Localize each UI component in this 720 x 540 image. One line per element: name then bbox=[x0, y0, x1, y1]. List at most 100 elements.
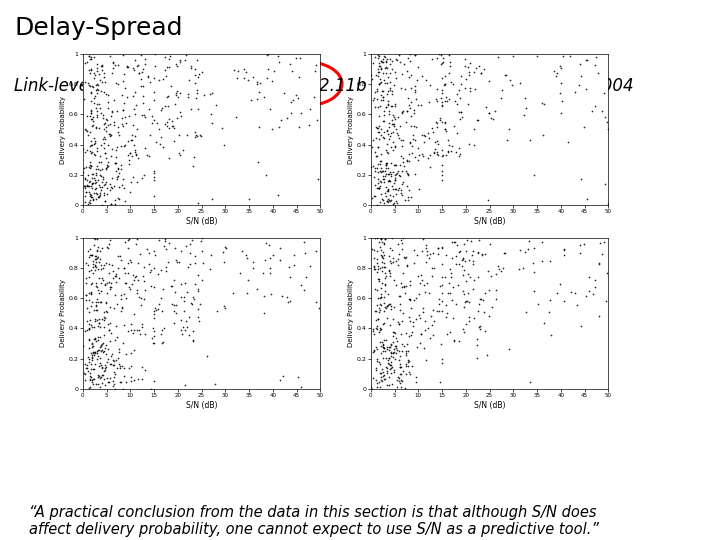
Point bbox=[83, 131, 94, 139]
Point bbox=[372, 54, 383, 63]
Point bbox=[80, 175, 91, 184]
Point bbox=[438, 57, 449, 66]
Point bbox=[374, 382, 385, 391]
Point bbox=[380, 57, 392, 65]
Point bbox=[528, 171, 540, 180]
Point bbox=[171, 309, 182, 318]
Point bbox=[390, 184, 401, 193]
Point bbox=[378, 251, 390, 260]
Point bbox=[92, 380, 104, 388]
Point bbox=[372, 314, 384, 323]
Point bbox=[125, 377, 137, 386]
Point bbox=[163, 51, 175, 60]
Point bbox=[504, 125, 516, 133]
Point bbox=[437, 54, 449, 63]
Point bbox=[462, 269, 473, 278]
Point bbox=[369, 164, 381, 172]
Point bbox=[163, 102, 174, 110]
Point bbox=[109, 380, 120, 389]
Point bbox=[522, 245, 534, 253]
Point bbox=[116, 90, 127, 99]
Point bbox=[436, 358, 448, 367]
X-axis label: S/N (dB): S/N (dB) bbox=[474, 217, 505, 226]
Point bbox=[97, 114, 109, 123]
Point bbox=[500, 71, 512, 79]
Point bbox=[187, 162, 199, 171]
Point bbox=[393, 134, 405, 143]
Point bbox=[381, 64, 392, 73]
Point bbox=[92, 253, 104, 261]
Point bbox=[122, 151, 133, 159]
Point bbox=[390, 160, 402, 169]
Point bbox=[400, 329, 412, 338]
Point bbox=[136, 174, 148, 183]
Point bbox=[583, 273, 595, 281]
Point bbox=[372, 152, 383, 160]
Point bbox=[480, 250, 491, 259]
Point bbox=[597, 250, 608, 259]
Point bbox=[84, 375, 96, 383]
Point bbox=[377, 377, 388, 386]
Point bbox=[376, 57, 387, 65]
Point bbox=[379, 76, 390, 84]
Point bbox=[384, 59, 396, 68]
Point bbox=[86, 322, 98, 331]
X-axis label: S/N (dB): S/N (dB) bbox=[186, 401, 217, 410]
Point bbox=[475, 69, 487, 77]
Point bbox=[108, 117, 120, 126]
Point bbox=[105, 279, 117, 287]
Point bbox=[114, 364, 125, 373]
Point bbox=[175, 111, 186, 120]
Point bbox=[217, 301, 229, 310]
Point bbox=[84, 319, 95, 328]
Point bbox=[161, 93, 173, 102]
Point bbox=[96, 87, 107, 96]
Point bbox=[475, 69, 487, 77]
Point bbox=[99, 119, 110, 127]
Point bbox=[593, 312, 604, 320]
Point bbox=[103, 98, 114, 106]
Point bbox=[375, 130, 387, 139]
Point bbox=[378, 319, 390, 328]
Point bbox=[457, 271, 469, 279]
Point bbox=[515, 79, 526, 87]
Point bbox=[192, 86, 203, 95]
Point bbox=[463, 71, 474, 79]
Point bbox=[104, 328, 116, 337]
Point bbox=[79, 360, 91, 368]
Point bbox=[92, 193, 104, 201]
Point bbox=[398, 162, 410, 171]
Point bbox=[375, 325, 387, 333]
Point bbox=[434, 281, 446, 290]
Point bbox=[391, 129, 402, 138]
Point bbox=[100, 307, 112, 315]
Point bbox=[365, 383, 377, 391]
Point bbox=[373, 124, 384, 132]
Point bbox=[474, 236, 485, 245]
Point bbox=[469, 85, 481, 94]
Point bbox=[100, 123, 112, 132]
Point bbox=[427, 127, 438, 136]
Point bbox=[139, 112, 150, 121]
Point bbox=[96, 244, 108, 252]
Point bbox=[240, 68, 251, 77]
Point bbox=[425, 249, 436, 258]
Point bbox=[160, 245, 171, 253]
Point bbox=[104, 235, 115, 244]
Point bbox=[373, 175, 384, 184]
Point bbox=[576, 72, 588, 80]
Point bbox=[384, 361, 395, 369]
Point bbox=[99, 331, 110, 340]
Point bbox=[454, 115, 466, 124]
Point bbox=[128, 105, 140, 113]
Point bbox=[370, 315, 382, 324]
Point bbox=[383, 353, 395, 362]
Point bbox=[124, 111, 135, 120]
Point bbox=[142, 72, 153, 81]
Point bbox=[109, 291, 121, 299]
Point bbox=[312, 174, 324, 183]
Point bbox=[450, 148, 462, 157]
Point bbox=[442, 136, 454, 145]
Point bbox=[372, 95, 383, 104]
Point bbox=[395, 279, 407, 287]
